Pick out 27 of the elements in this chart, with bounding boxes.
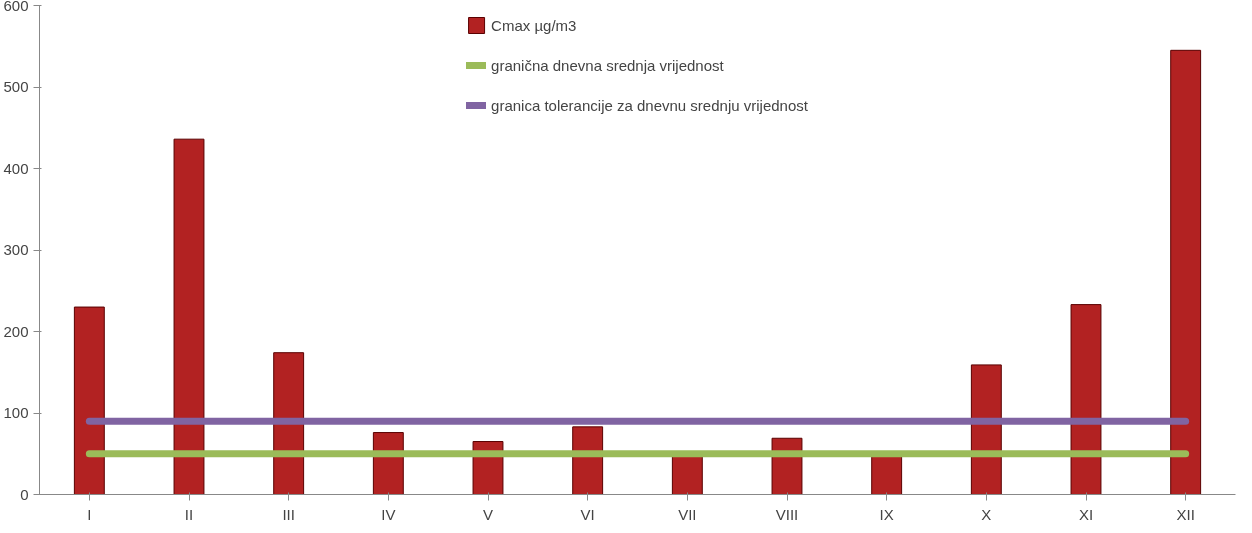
x-tick-label: XII — [1176, 505, 1195, 523]
y-tick-label: 600 — [3, 0, 29, 14]
y-tick-label: 300 — [3, 241, 29, 258]
x-tick-label: XI — [1078, 505, 1094, 523]
y-tick-label: 0 — [20, 485, 29, 503]
x-tick-label: VI — [580, 505, 595, 523]
y-tick-label: 500 — [3, 78, 29, 95]
x-tick-label: III — [282, 505, 295, 523]
legend-label: granična dnevna srednja vrijednost — [491, 56, 724, 74]
x-tick-label: II — [184, 505, 194, 523]
bar — [572, 426, 604, 495]
y-tick-label: 100 — [3, 404, 29, 421]
x-tick-label: VIII — [775, 505, 799, 523]
x-tick-label: VII — [678, 505, 697, 523]
legend-label: granica tolerancije za dnevnu srednju vrijednost — [491, 96, 808, 114]
bar — [1170, 49, 1202, 495]
x-tick-label: X — [981, 505, 992, 523]
bar — [1070, 304, 1102, 495]
x-tick-label: IX — [879, 505, 894, 523]
x-tick-label: IV — [381, 505, 396, 523]
x-tick-label: I — [87, 505, 92, 523]
bar — [73, 306, 105, 495]
y-tick-label: 400 — [3, 159, 29, 177]
bar — [173, 138, 205, 495]
x-tick-label: V — [483, 505, 494, 523]
legend-label: Cmax µg/m3 — [491, 16, 577, 34]
y-tick-label: 200 — [3, 322, 29, 340]
